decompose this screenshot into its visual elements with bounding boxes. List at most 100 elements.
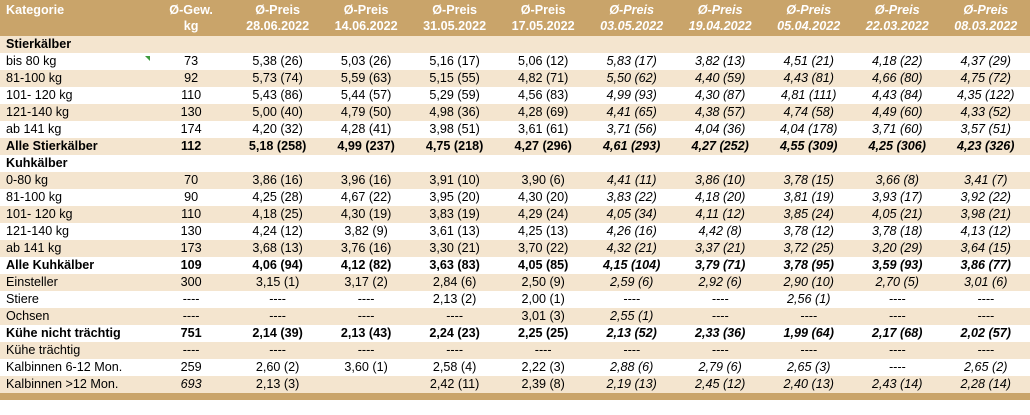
price-cell: 3,71 (60)	[872, 122, 923, 136]
price-cell: 2,42 (11)	[429, 377, 480, 391]
section-label: Stierkälber	[6, 37, 72, 51]
price-cell: 4,55 (309)	[779, 139, 838, 153]
price-cell: 2,43 (14)	[872, 377, 923, 391]
price-cell: 3,72 (25)	[783, 241, 834, 255]
price-cell: 2,84 (6)	[432, 275, 477, 289]
row-weight: 109	[180, 258, 202, 272]
price-cell: 3,17 (2)	[344, 275, 388, 289]
price-cell: 5,15 (55)	[429, 71, 480, 85]
row-label: 121-140 kg	[6, 224, 70, 238]
price-cell: 4,18 (25)	[252, 207, 303, 221]
row-weight: 73	[184, 54, 199, 68]
price-cell: 3,86 (77)	[960, 258, 1011, 272]
row-label: Kühe trächtig	[6, 343, 81, 357]
price-cell: 2,13 (3)	[255, 377, 300, 391]
price-cell: ----	[800, 309, 818, 323]
section-row: Stierkälber	[0, 36, 1030, 53]
price-cell: 2,19 (13)	[606, 377, 657, 391]
header-preis-label: Ø-Preis	[498, 0, 588, 18]
price-cell: ----	[534, 343, 552, 357]
price-cell: ----	[888, 309, 906, 323]
price-cell: ----	[623, 292, 641, 306]
row-label: bis 80 kg	[6, 54, 57, 68]
price-cell: ----	[357, 343, 375, 357]
table-row: Einsteller 300 3,15 (1) 3,17 (2) 2,84 (6) 2,5…	[0, 274, 1030, 291]
price-cell: 3,37 (21)	[694, 241, 746, 255]
row-label: ab 141 kg	[6, 122, 62, 136]
price-cell: 2,45 (12)	[694, 377, 746, 391]
row-weight: 174	[180, 122, 202, 136]
price-cell: 3,64 (15)	[960, 241, 1011, 255]
price-cell: 3,85 (24)	[783, 207, 834, 221]
price-cell: ----	[446, 309, 464, 323]
price-cell: 2,79 (6)	[698, 360, 742, 374]
header-date: 19.04.2022	[675, 18, 765, 36]
table-row: bis 80 kg 73 5,38 (26) 5,03 (26) 5,16 (17) 5,…	[0, 53, 1030, 70]
price-cell: 5,38 (26)	[252, 54, 303, 68]
price-cell: 3,83 (19)	[429, 207, 480, 221]
table-row: ab 141 kg 173 3,68 (13) 3,76 (16) 3,30 (21) 3…	[0, 240, 1030, 257]
header-date: 31.05.2022	[410, 18, 499, 36]
header-preis-label: Ø-Preis	[410, 0, 499, 18]
price-cell: 2,28 (14)	[960, 377, 1011, 391]
price-cell: ----	[269, 343, 286, 357]
header-gew: Ø-Gew.	[148, 0, 234, 18]
row-weight: 300	[180, 275, 202, 289]
price-cell: 4,20 (32)	[252, 122, 303, 136]
row-weight: 751	[180, 326, 202, 340]
price-cell: 5,00 (40)	[252, 105, 303, 119]
row-weight: 259	[180, 360, 202, 374]
price-cell: 4,05 (34)	[606, 207, 657, 221]
total-row: Alle Stierkälber 112 5,18 (258) 4,99 (237) 4…	[0, 138, 1030, 155]
table-row: Ochsen ---- ---- ---- ---- 3,01 (3) 2,55 (1) --…	[0, 308, 1030, 325]
price-cell: 3,41 (7)	[964, 173, 1008, 187]
price-cell: 2,70 (5)	[875, 275, 919, 289]
price-cell: 2,65 (3)	[786, 360, 831, 374]
price-cell: 3,15 (1)	[255, 275, 300, 289]
price-cell: 4,25 (306)	[868, 139, 926, 153]
price-cell	[322, 376, 411, 393]
price-table: Kategorie Ø-Gew. Ø-Preis Ø-Preis Ø-Preis…	[0, 0, 1030, 400]
price-cell: 2,13 (52)	[606, 326, 657, 340]
total-row: Alle Kuhkälber 109 4,06 (94) 4,12 (82) 3,63 …	[0, 257, 1030, 274]
price-cell: 4,98 (36)	[429, 105, 480, 119]
price-cell: 3,63 (83)	[429, 258, 480, 272]
price-cell: 4,56 (83)	[517, 88, 569, 102]
price-cell: 2,60 (2)	[255, 360, 300, 374]
price-cell: 3,78 (18)	[872, 224, 923, 238]
price-cell: 3,01 (3)	[521, 309, 565, 323]
row-label: ab 141 kg	[6, 241, 62, 255]
price-cell: 5,43 (86)	[252, 88, 303, 102]
price-cell: 4,37 (29)	[960, 54, 1011, 68]
price-cell: 4,61 (293)	[602, 139, 661, 153]
header-preis-label: Ø-Preis	[675, 0, 765, 18]
price-cell: 5,73 (74)	[252, 71, 303, 85]
price-cell: 4,11 (12)	[695, 207, 745, 221]
price-cell: 4,38 (57)	[694, 105, 746, 119]
price-cell: 3,86 (16)	[252, 173, 303, 187]
price-cell: 2,24 (23)	[429, 326, 480, 340]
price-cell: ----	[888, 360, 906, 374]
price-cell: ----	[977, 292, 995, 306]
row-weight: 90	[184, 190, 199, 204]
price-cell: 4,25 (28)	[252, 190, 303, 204]
row-label: Kalbinnen >12 Mon.	[6, 377, 119, 391]
price-cell: 3,66 (8)	[875, 173, 919, 187]
table-row: 101- 120 kg 110 5,43 (86) 5,44 (57) 5,29 (59…	[0, 87, 1030, 104]
row-weight: ----	[182, 292, 200, 306]
price-cell: 4,25 (13)	[517, 224, 569, 238]
price-cell: 1,99 (64)	[783, 326, 834, 340]
price-cell: 4,27 (296)	[514, 139, 572, 153]
table-row: 121-140 kg 130 5,00 (40) 4,79 (50) 4,98 (36)…	[0, 104, 1030, 121]
row-weight: 130	[180, 105, 202, 119]
row-label: 121-140 kg	[6, 105, 70, 119]
price-cell: ----	[711, 343, 729, 357]
price-cell: 4,43 (81)	[783, 71, 834, 85]
row-weight: 693	[180, 377, 202, 391]
price-cell: 3,60 (1)	[344, 360, 388, 374]
price-cell: 4,18 (22)	[872, 54, 923, 68]
row-label: 101- 120 kg	[6, 88, 73, 102]
price-cell: 3,82 (13)	[694, 54, 746, 68]
price-cell: 4,41 (65)	[606, 105, 657, 119]
price-cell: 2,88 (6)	[609, 360, 654, 374]
